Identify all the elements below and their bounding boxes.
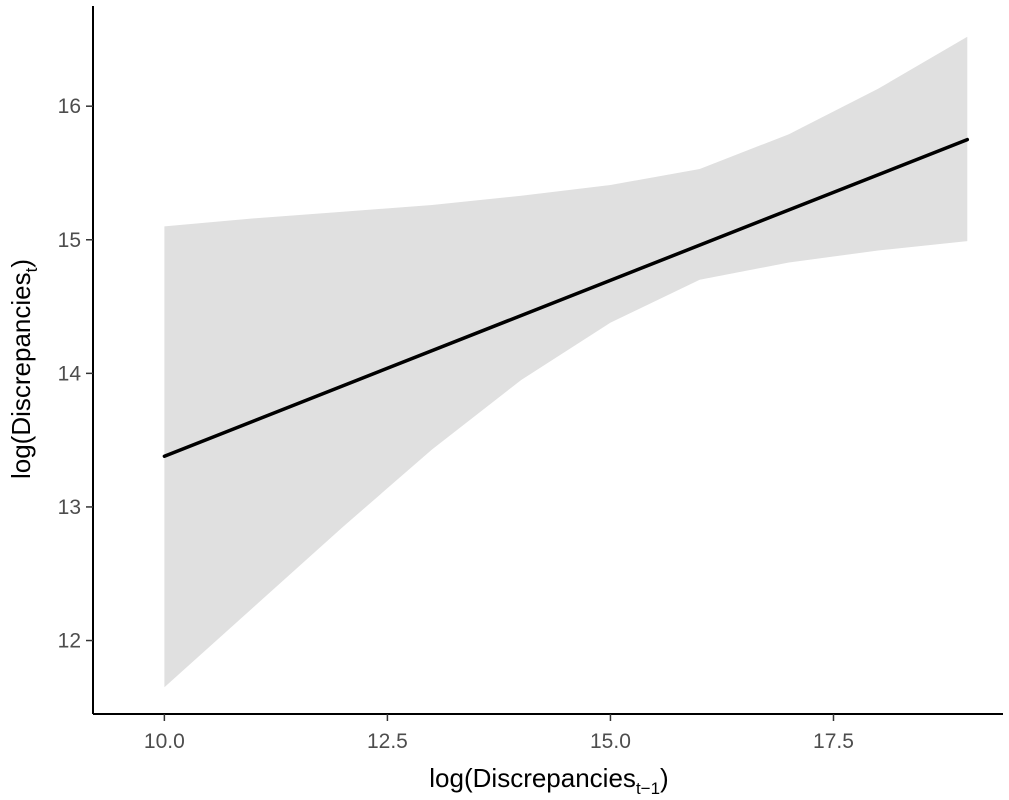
confidence-band xyxy=(164,36,968,688)
x-axis-title: log(Discrepanciest−1) xyxy=(429,763,668,798)
y-tick-label: 16 xyxy=(58,95,81,118)
x-axis-title-base: log(Discrepancies xyxy=(429,763,636,793)
x-axis-title-subscript: t−1 xyxy=(636,779,660,798)
x-tick-label: 10.0 xyxy=(144,730,185,753)
y-axis-title-subscript: t xyxy=(22,267,41,272)
y-tick-label: 13 xyxy=(58,496,81,519)
x-tick-label: 15.0 xyxy=(590,730,631,753)
confidence-band-layer xyxy=(164,36,968,688)
regression-line-layer xyxy=(162,137,970,458)
y-axis-ticks: 12 13 14 15 16 xyxy=(58,95,93,653)
regression-line xyxy=(162,137,970,458)
y-tick-label: 12 xyxy=(58,630,81,653)
y-tick-label: 15 xyxy=(58,229,81,252)
y-axis-title-base: log(Discrepancies xyxy=(6,272,36,479)
x-tick-label: 17.5 xyxy=(813,730,854,753)
y-axis-title: log(Discrepanciest) xyxy=(6,259,41,479)
y-axis-title-close: ) xyxy=(6,259,36,268)
x-axis-title-close: ) xyxy=(660,763,669,793)
y-tick-label: 14 xyxy=(58,362,82,385)
x-tick-label: 12.5 xyxy=(367,730,408,753)
x-axis-ticks: 10.0 12.5 15.0 17.5 xyxy=(144,714,854,753)
